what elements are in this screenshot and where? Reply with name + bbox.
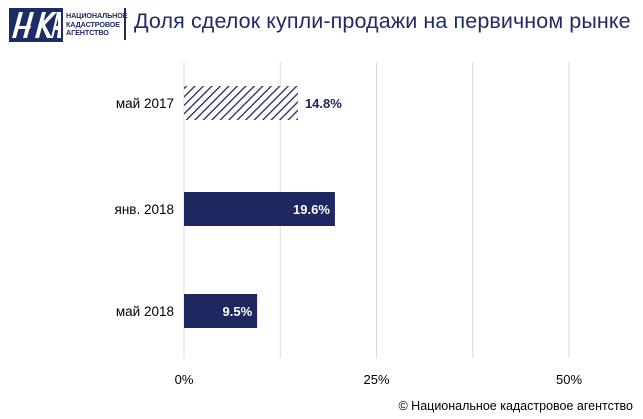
x-tick-label: 0% bbox=[175, 372, 194, 387]
bar bbox=[184, 192, 335, 226]
category-label: май 2018 bbox=[116, 304, 174, 319]
header: НАЦИОНАЛЬНОЕ КАДАСТРОВОЕ АГЕНТСТВО Доля … bbox=[0, 0, 643, 50]
page-title: Доля сделок купли-продажи на первичном р… bbox=[134, 9, 631, 33]
x-tick-label: 25% bbox=[363, 372, 389, 387]
x-tick-label: 50% bbox=[556, 372, 582, 387]
logo-line: НАЦИОНАЛЬНОЕ bbox=[66, 11, 128, 20]
nka-logo-icon bbox=[9, 8, 63, 42]
data-label: 14.8% bbox=[305, 96, 342, 111]
header-divider bbox=[124, 8, 126, 40]
logo-line: КАДАСТРОВОЕ bbox=[66, 19, 120, 29]
bar bbox=[184, 86, 298, 120]
logo-line: АГЕНТСТВО bbox=[66, 28, 109, 38]
copyright-footer: © Национальное кадастровое агентство bbox=[398, 399, 634, 413]
data-label: 9.5% bbox=[223, 304, 253, 319]
data-label: 19.6% bbox=[293, 202, 330, 217]
category-label: янв. 2018 bbox=[115, 202, 174, 217]
logo-text: НАЦИОНАЛЬНОЕ КАДАСТРОВОЕ АГЕНТСТВО bbox=[66, 11, 128, 38]
bar bbox=[184, 294, 258, 328]
logo: НАЦИОНАЛЬНОЕ КАДАСТРОВОЕ АГЕНТСТВО bbox=[9, 8, 128, 42]
category-label: май 2017 bbox=[116, 96, 174, 111]
